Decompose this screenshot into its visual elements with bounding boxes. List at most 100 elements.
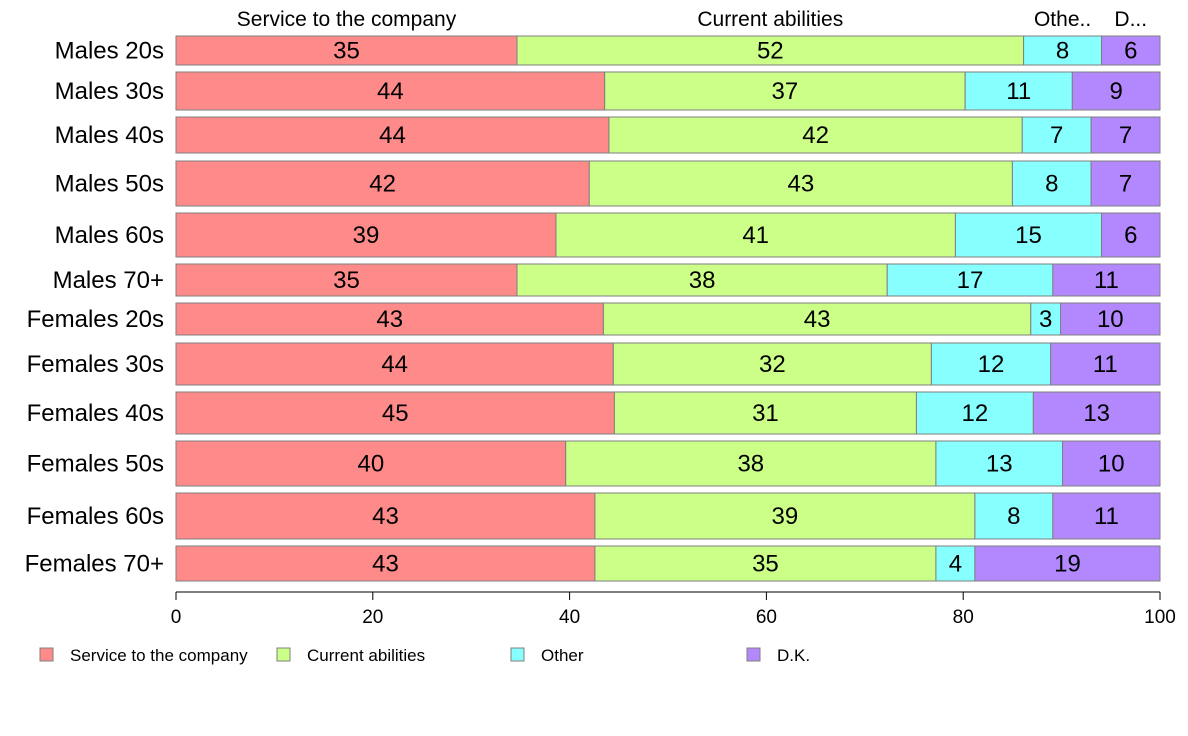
data-label: 32 [759, 351, 786, 378]
data-label: 40 [357, 451, 384, 478]
bar-segment [954, 212, 1103, 258]
data-label: 31 [752, 400, 779, 427]
data-label: 39 [353, 222, 380, 249]
data-label: 44 [381, 351, 408, 378]
bar-segment [516, 35, 1025, 66]
bar-segment [1052, 492, 1161, 540]
data-label: 44 [377, 78, 404, 105]
legend-label: D.K. [777, 646, 810, 665]
x-tick-label: 100 [1144, 607, 1176, 628]
data-label: 37 [772, 78, 799, 105]
data-label: 8 [1056, 38, 1069, 65]
bar-segment [604, 71, 966, 111]
legend-swatch [39, 647, 54, 662]
column-header: Current abilities [697, 8, 843, 31]
category-label: Males 60s [55, 222, 164, 249]
data-label: 8 [1007, 503, 1020, 530]
bars: 35 52 8 644 37 11 944 42 7 742 43 8 739 41 15 635 38 17 11… [175, 35, 1161, 582]
column-headers: Service to the company Current abilities O… [237, 8, 1147, 31]
bar-segment [974, 545, 1161, 582]
data-label: 35 [752, 551, 779, 578]
category-label: Males 70+ [53, 267, 164, 294]
bar-segment [1060, 302, 1161, 336]
bar-segment [175, 71, 606, 111]
data-label: 35 [333, 38, 360, 65]
category-label: Females 30s [27, 351, 164, 378]
bar-segment [1071, 71, 1161, 111]
data-label: 9 [1109, 78, 1122, 105]
data-label: 6 [1124, 222, 1137, 249]
data-label: 17 [957, 267, 984, 294]
x-tick-label: 60 [756, 607, 777, 628]
bar-segment [175, 212, 557, 258]
data-label: 10 [1098, 451, 1125, 478]
bar-segment [175, 545, 596, 582]
bar-segment [1050, 342, 1161, 386]
bar-segment [608, 116, 1023, 154]
category-label: Males 20s [55, 38, 164, 65]
data-label: 44 [379, 122, 406, 149]
data-label: 7 [1119, 122, 1132, 149]
bar-segment [175, 116, 610, 154]
category-label: Females 50s [27, 451, 164, 478]
data-label: 13 [1083, 400, 1110, 427]
data-label: 38 [737, 451, 764, 478]
bar-segment [565, 440, 937, 487]
data-label: 11 [1094, 267, 1119, 294]
legend-swatch [276, 647, 291, 662]
bar-segment [1030, 302, 1062, 336]
data-label: 42 [802, 122, 829, 149]
bar-segment [588, 160, 1013, 207]
bar-segment [175, 492, 596, 540]
bar-segment [974, 492, 1054, 540]
data-label: 13 [986, 451, 1013, 478]
bar-segment [915, 391, 1034, 435]
bar-segment [175, 263, 518, 297]
data-label: 19 [1054, 551, 1081, 578]
data-label: 43 [787, 171, 814, 198]
category-label: Females 20s [27, 306, 164, 333]
data-label: 41 [742, 222, 769, 249]
bar-segment [1062, 440, 1161, 487]
category-label: Males 50s [55, 171, 164, 198]
column-header: Othe.. [1034, 8, 1091, 31]
data-label: 35 [333, 267, 360, 294]
data-label: 38 [689, 267, 716, 294]
data-label: 4 [949, 551, 962, 578]
bar-segment [555, 212, 956, 258]
category-label: Males 30s [55, 78, 164, 105]
bar-segment [175, 160, 590, 207]
data-label: 43 [372, 503, 399, 530]
category-label: Males 40s [55, 122, 164, 149]
bar-segment [613, 391, 917, 435]
category-label: Females 70+ [25, 551, 164, 578]
data-label: 7 [1119, 171, 1132, 198]
data-label: 52 [757, 38, 784, 65]
bar-segment [964, 71, 1073, 111]
data-label: 43 [376, 306, 403, 333]
x-axis: 0 20 40 60 80 100 [171, 591, 1176, 628]
column-header: D... [1114, 8, 1147, 31]
category-label: Females 40s [27, 400, 164, 427]
data-label: 11 [1093, 351, 1118, 378]
column-header: Service to the company [237, 8, 457, 31]
bar-segment [935, 545, 976, 582]
data-label: 11 [1006, 78, 1031, 105]
data-label: 45 [382, 400, 409, 427]
bar-segment [516, 263, 888, 297]
data-label: 10 [1097, 306, 1124, 333]
bar-segment [1101, 212, 1161, 258]
bar-segment [1052, 263, 1161, 297]
bar-segment [935, 440, 1064, 487]
data-label: 15 [1015, 222, 1042, 249]
bar-segment [594, 545, 937, 582]
bar-segment [1101, 35, 1161, 66]
bar-segment [175, 440, 567, 487]
x-tick-label: 20 [362, 607, 383, 628]
data-label: 6 [1124, 38, 1137, 65]
data-label: 42 [369, 171, 396, 198]
bar-segment [594, 492, 976, 540]
bar-segment [175, 35, 518, 66]
bar-segment [175, 342, 614, 386]
